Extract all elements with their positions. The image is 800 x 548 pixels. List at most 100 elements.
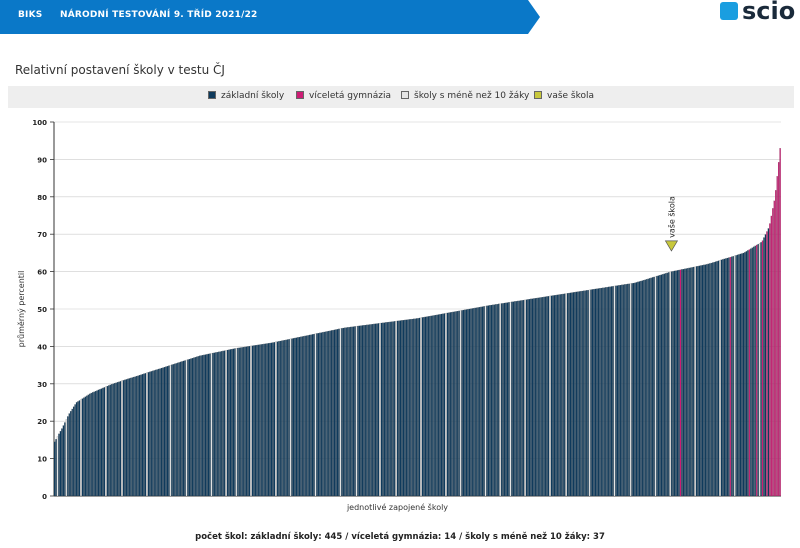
bar-zakladni[interactable] xyxy=(166,366,169,497)
bar-zakladni[interactable] xyxy=(182,360,185,497)
bar-zakladni[interactable] xyxy=(134,376,136,497)
bar-zakladni[interactable] xyxy=(606,287,608,497)
bar-zakladni[interactable] xyxy=(112,383,114,497)
bar-zakladni[interactable] xyxy=(165,366,167,497)
bar-male[interactable] xyxy=(420,317,422,497)
bar-zakladni[interactable] xyxy=(495,304,497,497)
bar-zakladni[interactable] xyxy=(201,355,204,497)
bar-zakladni[interactable] xyxy=(672,271,674,497)
bar-zakladni[interactable] xyxy=(218,351,220,497)
bar-zakladni[interactable] xyxy=(131,377,133,497)
bar-zakladni[interactable] xyxy=(385,322,387,497)
bar-zakladni[interactable] xyxy=(184,360,186,497)
bar-zakladni[interactable] xyxy=(760,242,762,497)
bar-zakladni[interactable] xyxy=(644,279,646,497)
bar-zakladni[interactable] xyxy=(292,338,295,497)
bar-zakladni[interactable] xyxy=(713,262,715,497)
bar-zakladni[interactable] xyxy=(656,275,658,497)
bar-zakladni[interactable] xyxy=(581,290,583,497)
bar-gymnazia[interactable] xyxy=(777,162,780,497)
bar-zakladni[interactable] xyxy=(322,332,324,497)
bar-zakladni[interactable] xyxy=(286,339,289,497)
bar-zakladni[interactable] xyxy=(352,326,355,497)
bar-zakladni[interactable] xyxy=(627,283,629,497)
bar-zakladni[interactable] xyxy=(612,286,614,497)
bar-zakladni[interactable] xyxy=(707,263,710,497)
bar-zakladni[interactable] xyxy=(404,319,406,497)
bar-zakladni[interactable] xyxy=(706,264,708,497)
bar-zakladni[interactable] xyxy=(676,270,679,497)
bar-zakladni[interactable] xyxy=(351,326,353,497)
bar-male[interactable] xyxy=(275,341,277,497)
bar-zakladni[interactable] xyxy=(690,267,692,497)
bar-zakladni[interactable] xyxy=(264,343,267,497)
bar-zakladni[interactable] xyxy=(74,404,76,497)
bar-zakladni[interactable] xyxy=(141,374,144,497)
bar-zakladni[interactable] xyxy=(144,373,147,497)
bar-zakladni[interactable] xyxy=(506,302,509,497)
bar-zakladni[interactable] xyxy=(593,289,595,497)
bar-zakladni[interactable] xyxy=(78,400,81,497)
bar-zakladni[interactable] xyxy=(533,298,535,497)
bar-zakladni[interactable] xyxy=(212,352,214,497)
bar-zakladni[interactable] xyxy=(382,322,384,497)
bar-zakladni[interactable] xyxy=(738,254,740,497)
bar-zakladni[interactable] xyxy=(643,280,645,497)
bar-zakladni[interactable] xyxy=(700,265,702,497)
bar-zakladni[interactable] xyxy=(421,317,424,497)
bar-gymnazia[interactable] xyxy=(775,190,777,497)
bar-zakladni[interactable] xyxy=(649,278,651,497)
legend-item-male[interactable]: školy s méně než 10 žáky xyxy=(401,91,529,101)
bar-zakladni[interactable] xyxy=(552,295,554,497)
bar-zakladni[interactable] xyxy=(140,374,142,497)
bar-zakladni[interactable] xyxy=(267,343,270,497)
bar-gymnazia[interactable] xyxy=(772,208,774,497)
bar-zakladni[interactable] xyxy=(514,301,516,497)
bar-zakladni[interactable] xyxy=(62,425,65,497)
bar-zakladni[interactable] xyxy=(266,343,268,497)
bar-zakladni[interactable] xyxy=(572,292,575,497)
bar-zakladni[interactable] xyxy=(739,253,742,497)
bar-zakladni[interactable] xyxy=(640,280,642,497)
bar-zakladni[interactable] xyxy=(720,259,723,497)
bar-zakladni[interactable] xyxy=(410,319,412,497)
bar-zakladni[interactable] xyxy=(94,391,97,497)
bar-zakladni[interactable] xyxy=(584,290,586,497)
bar-zakladni[interactable] xyxy=(609,286,611,497)
bar-zakladni[interactable] xyxy=(83,397,85,497)
bar-zakladni[interactable] xyxy=(470,308,472,497)
bar-male[interactable] xyxy=(654,276,657,497)
bar-zakladni[interactable] xyxy=(744,252,746,497)
bar-zakladni[interactable] xyxy=(247,346,249,497)
bar-zakladni[interactable] xyxy=(695,266,698,497)
bar-zakladni[interactable] xyxy=(171,364,173,497)
bar-zakladni[interactable] xyxy=(435,314,437,497)
bar-zakladni[interactable] xyxy=(219,351,221,497)
bar-zakladni[interactable] xyxy=(67,416,69,497)
bar-zakladni[interactable] xyxy=(531,298,534,497)
bar-male[interactable] xyxy=(459,310,462,497)
bar-zakladni[interactable] xyxy=(354,326,356,497)
bar-zakladni[interactable] xyxy=(232,348,235,497)
bar-zakladni[interactable] xyxy=(72,406,75,497)
bar-zakladni[interactable] xyxy=(429,316,431,497)
bar-zakladni[interactable] xyxy=(417,318,419,497)
bar-zakladni[interactable] xyxy=(411,318,413,497)
bar-zakladni[interactable] xyxy=(653,276,655,497)
bar-zakladni[interactable] xyxy=(273,342,276,497)
bar-zakladni[interactable] xyxy=(133,376,135,497)
bar-zakladni[interactable] xyxy=(300,336,302,497)
bar-zakladni[interactable] xyxy=(682,269,685,497)
bar-zakladni[interactable] xyxy=(128,378,131,497)
bar-zakladni[interactable] xyxy=(763,237,765,497)
bar-zakladni[interactable] xyxy=(298,336,301,497)
bar-zakladni[interactable] xyxy=(240,347,242,497)
bar-zakladni[interactable] xyxy=(386,322,389,497)
bar-zakladni[interactable] xyxy=(108,385,110,497)
bar-zakladni[interactable] xyxy=(712,262,714,497)
bar-zakladni[interactable] xyxy=(448,312,450,497)
bar-zakladni[interactable] xyxy=(436,314,438,497)
bar-zakladni[interactable] xyxy=(163,367,166,497)
bar-zakladni[interactable] xyxy=(336,329,339,497)
bar-zakladni[interactable] xyxy=(251,345,254,497)
